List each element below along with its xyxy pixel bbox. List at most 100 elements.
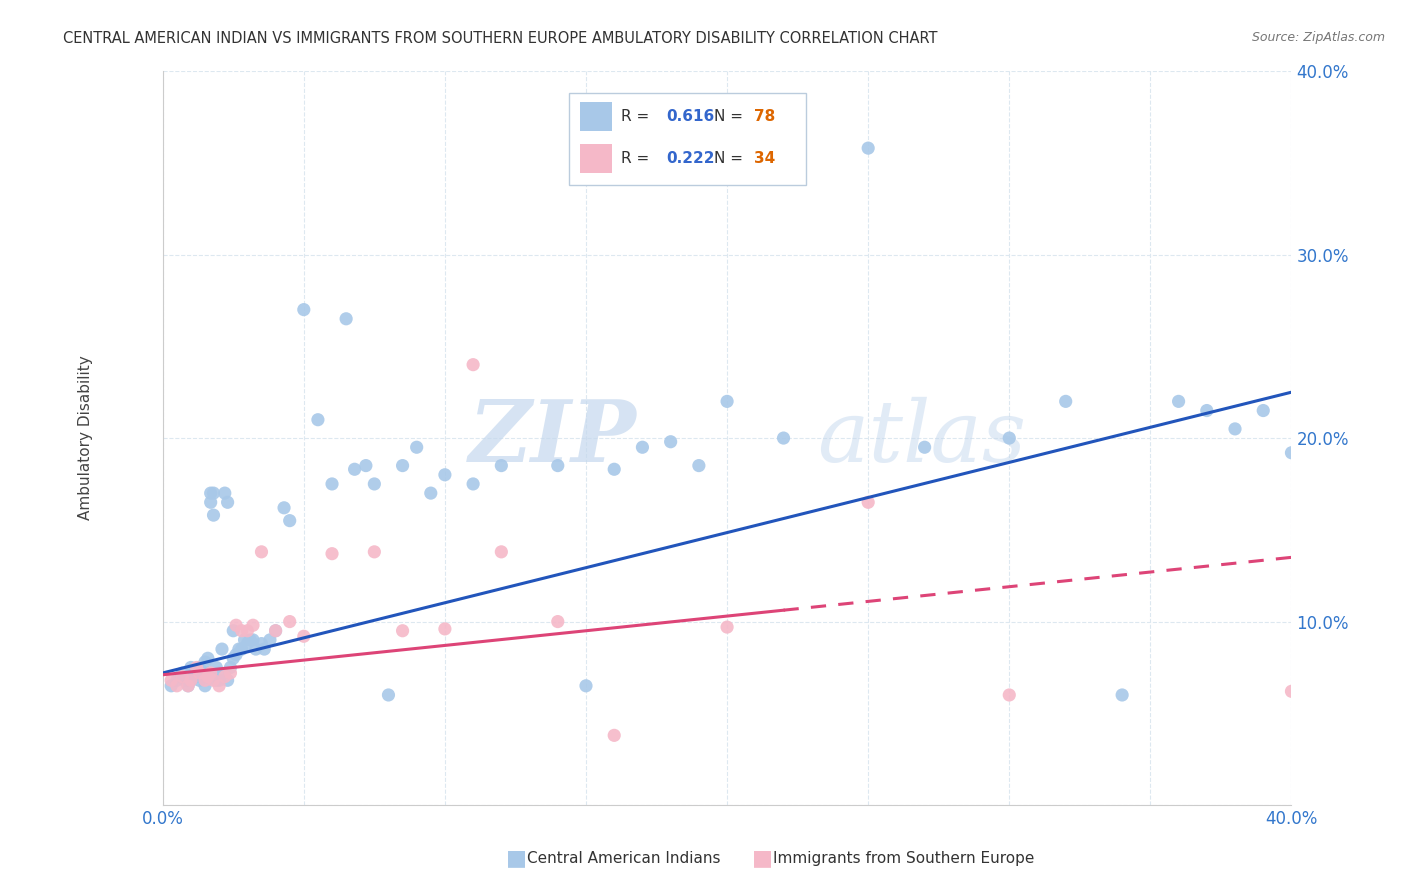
Point [231,624,253,638]
Point [1167,394,1189,409]
Text: ■: ■ [506,848,527,868]
Text: ■: ■ [752,848,773,868]
Text: R =: R = [621,152,654,166]
Point [321,477,343,491]
FancyBboxPatch shape [581,102,612,131]
Point [219,660,242,674]
Point [202,508,225,523]
Point [772,431,794,445]
Point [491,545,513,559]
Point [222,651,245,665]
Point [264,624,287,638]
Point [307,413,329,427]
Point [575,679,598,693]
Text: 34: 34 [754,152,776,166]
Point [321,547,343,561]
Point [998,431,1021,445]
Text: Source: ZipAtlas.com: Source: ZipAtlas.com [1251,31,1385,45]
Point [292,629,315,643]
Point [463,477,485,491]
Point [205,673,228,688]
Point [343,462,366,476]
Point [419,486,441,500]
Point [491,458,513,473]
Point [200,665,222,680]
Point [208,673,231,688]
Point [233,632,256,647]
Point [194,655,217,669]
Point [433,467,456,482]
Point [463,358,485,372]
Point [914,440,936,454]
Y-axis label: Ambulatory Disability: Ambulatory Disability [79,356,93,520]
Point [264,624,287,638]
Point [250,545,273,559]
Point [180,673,202,688]
Point [242,632,264,647]
Point [1111,688,1133,702]
Point [363,477,385,491]
Point [1281,684,1303,698]
Point [603,462,626,476]
Point [688,458,710,473]
Text: 78: 78 [754,109,776,124]
Point [253,642,276,657]
Text: Immigrants from Southern Europe: Immigrants from Southern Europe [773,851,1035,865]
Point [228,642,250,657]
Text: CENTRAL AMERICAN INDIAN VS IMMIGRANTS FROM SOUTHERN EUROPE AMBULATORY DISABILITY: CENTRAL AMERICAN INDIAN VS IMMIGRANTS FR… [63,31,938,46]
Text: R =: R = [621,109,654,124]
Point [363,545,385,559]
Point [856,141,879,155]
Point [377,688,399,702]
Point [208,679,231,693]
Text: N =: N = [713,109,748,124]
Point [1281,446,1303,460]
Point [169,670,191,684]
Point [188,660,211,674]
Point [236,637,259,651]
Point [603,728,626,742]
Point [1054,394,1077,409]
Point [197,665,219,680]
Point [197,651,219,665]
Point [245,642,267,657]
Point [631,440,654,454]
Point [547,615,569,629]
Point [160,679,183,693]
Point [186,670,208,684]
Point [202,673,225,688]
Point [211,642,233,657]
Point [172,670,194,684]
Point [166,679,188,693]
Text: 0.616: 0.616 [666,109,714,124]
Point [186,660,208,674]
Text: 0.222: 0.222 [666,152,714,166]
Point [335,311,357,326]
Point [278,514,301,528]
Point [236,624,259,638]
Point [202,486,225,500]
Point [716,620,738,634]
Point [188,673,211,688]
Point [205,660,228,674]
Point [292,302,315,317]
Point [177,679,200,693]
Point [214,486,236,500]
Point [214,670,236,684]
Point [180,673,202,688]
Point [200,495,222,509]
Text: N =: N = [713,152,748,166]
Point [200,486,222,500]
Point [716,394,738,409]
FancyBboxPatch shape [569,93,806,185]
Point [998,688,1021,702]
Point [433,622,456,636]
Point [547,458,569,473]
Point [160,673,183,688]
Point [194,673,217,688]
Point [405,440,427,454]
Point [222,624,245,638]
Point [217,495,239,509]
Point [180,660,202,674]
Point [273,500,295,515]
